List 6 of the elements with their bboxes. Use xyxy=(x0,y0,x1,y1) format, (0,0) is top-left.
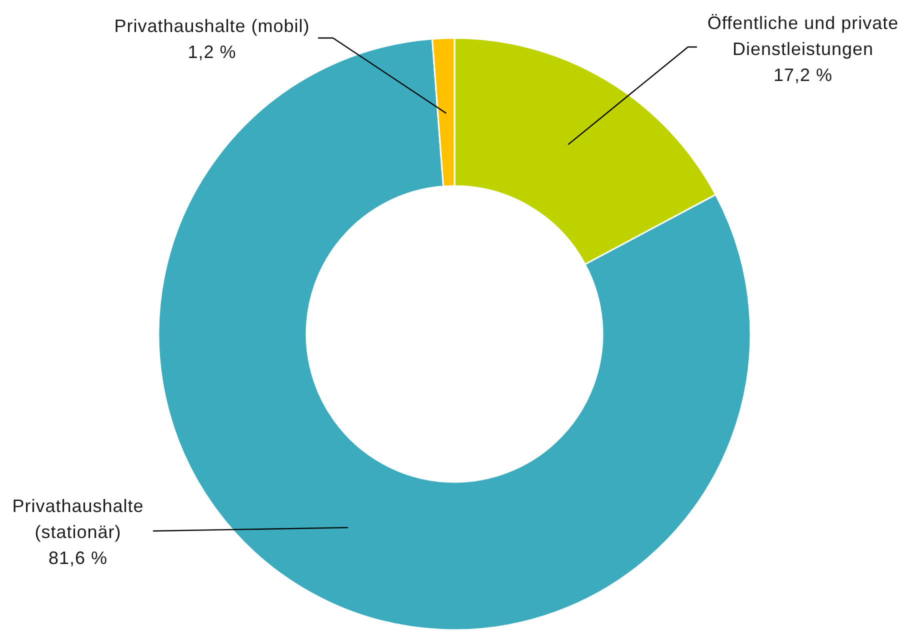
slice-label: Privathaushalte (stationär) xyxy=(12,496,144,542)
data-label: 81,6 % xyxy=(48,548,108,568)
data-label: 17,2 % xyxy=(773,65,833,85)
slice-label: Öffentliche und private Dienstleistungen xyxy=(707,13,899,59)
data-label: 1,2 % xyxy=(188,42,236,62)
slice-label: Privathaushalte (mobil) xyxy=(114,16,310,36)
